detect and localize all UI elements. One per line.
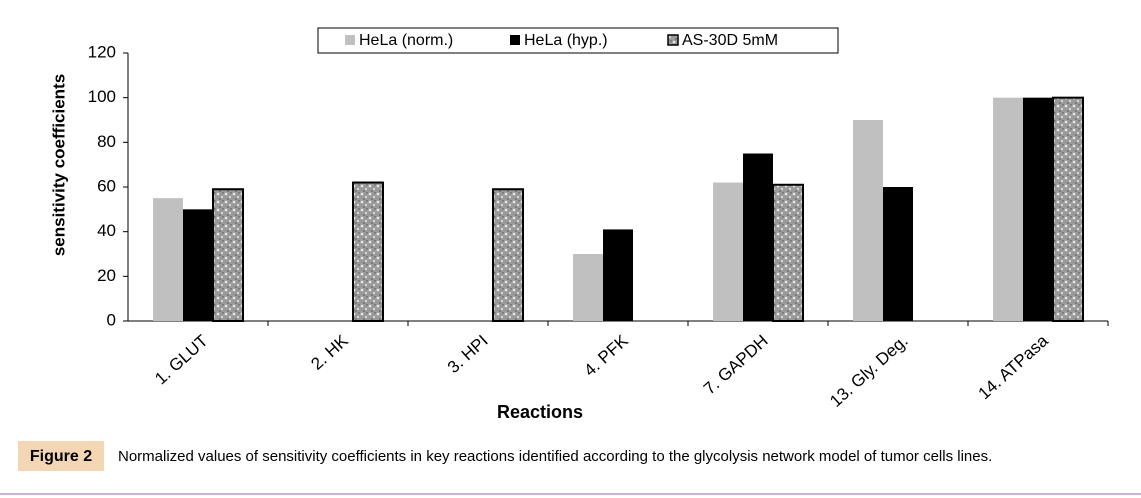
- bar: [603, 229, 633, 321]
- bar: [1052, 96, 1084, 322]
- legend-swatch: [667, 34, 679, 46]
- figure-label-box: [18, 441, 104, 471]
- x-axis-label: Reactions: [497, 402, 583, 422]
- bar: [772, 183, 804, 322]
- y-tick-label: 20: [97, 266, 116, 285]
- bar: [352, 181, 384, 322]
- bar: [153, 198, 183, 321]
- legend-swatch: [510, 35, 520, 45]
- bar: [853, 120, 883, 321]
- x-tick-label: 13. Gly. Deg.: [826, 331, 912, 411]
- x-tick-label: 1. GLUT: [151, 331, 211, 388]
- figure-caption: Normalized values of sensitivity coeffic…: [118, 448, 992, 465]
- y-tick-label: 0: [107, 310, 116, 329]
- legend-label: AS-30D 5mM: [682, 32, 778, 49]
- y-tick-label: 80: [97, 132, 116, 151]
- y-tick-label: 60: [97, 176, 116, 195]
- bar: [1023, 97, 1053, 322]
- bar: [993, 97, 1023, 322]
- x-tick-label: 3. HPI: [444, 331, 492, 377]
- bar: [883, 187, 913, 321]
- legend-label: HeLa (norm.): [359, 32, 453, 49]
- legend-label: HeLa (hyp.): [524, 32, 608, 49]
- bar: [492, 188, 524, 322]
- x-tick-label: 7. GAPDH: [700, 331, 772, 398]
- legend-box: [317, 27, 839, 54]
- y-tick-label: 40: [97, 221, 116, 240]
- bar: [212, 188, 244, 322]
- bar: [573, 254, 603, 321]
- x-tick-label: 2. HK: [307, 331, 352, 374]
- y-tick-label: 120: [88, 42, 116, 61]
- x-tick-label: 4. PFK: [580, 331, 632, 380]
- bar: [183, 209, 213, 321]
- y-axis-label: sensitivity coefficients: [49, 74, 68, 256]
- x-tick-label: 14. ATPasa: [975, 331, 1052, 403]
- figure-label: Figure 2: [30, 448, 92, 465]
- y-tick-label: 100: [88, 87, 116, 106]
- bar: [743, 153, 773, 321]
- legend-swatch: [345, 35, 355, 45]
- bar: [713, 182, 743, 321]
